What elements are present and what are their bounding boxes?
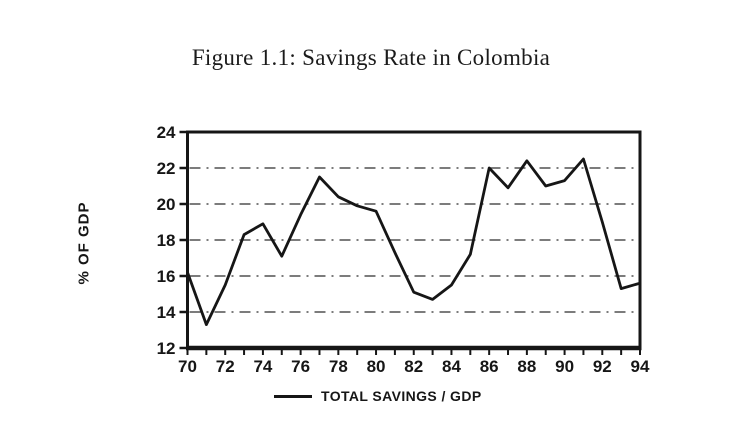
y-tick-label-12: 12 bbox=[157, 339, 176, 358]
series-total-savings-line bbox=[186, 157, 642, 327]
x-tick-label-86: 86 bbox=[480, 357, 499, 376]
legend: TOTAL SAVINGS / GDP bbox=[274, 388, 482, 404]
x-tick-label-70: 70 bbox=[178, 357, 197, 376]
legend-line-sample-icon bbox=[274, 394, 312, 398]
x-tick-label-82: 82 bbox=[404, 357, 423, 376]
x-tick-label-88: 88 bbox=[517, 357, 536, 376]
figure-title: Figure 1.1: Savings Rate in Colombia bbox=[191, 45, 551, 70]
legend-label: TOTAL SAVINGS / GDP bbox=[321, 388, 482, 404]
x-tick-label-80: 80 bbox=[367, 357, 386, 376]
x-tick-label-74: 74 bbox=[253, 357, 272, 376]
y-tick-label-16: 16 bbox=[157, 267, 176, 286]
y-tick-label-24: 24 bbox=[157, 123, 176, 142]
y-tick-label-18: 18 bbox=[157, 231, 176, 250]
x-tick-label-84: 84 bbox=[442, 357, 461, 376]
x-tick-label-78: 78 bbox=[329, 357, 348, 376]
x-tick-label-72: 72 bbox=[216, 357, 235, 376]
x-tick-label-90: 90 bbox=[555, 357, 574, 376]
x-tick-label-76: 76 bbox=[291, 357, 310, 376]
x-tick-label-94: 94 bbox=[631, 357, 650, 376]
y-tick-label-14: 14 bbox=[157, 303, 176, 322]
y-tick-label-22: 22 bbox=[157, 159, 176, 178]
y-tick-label-20: 20 bbox=[157, 195, 176, 214]
x-tick-label-92: 92 bbox=[593, 357, 612, 376]
